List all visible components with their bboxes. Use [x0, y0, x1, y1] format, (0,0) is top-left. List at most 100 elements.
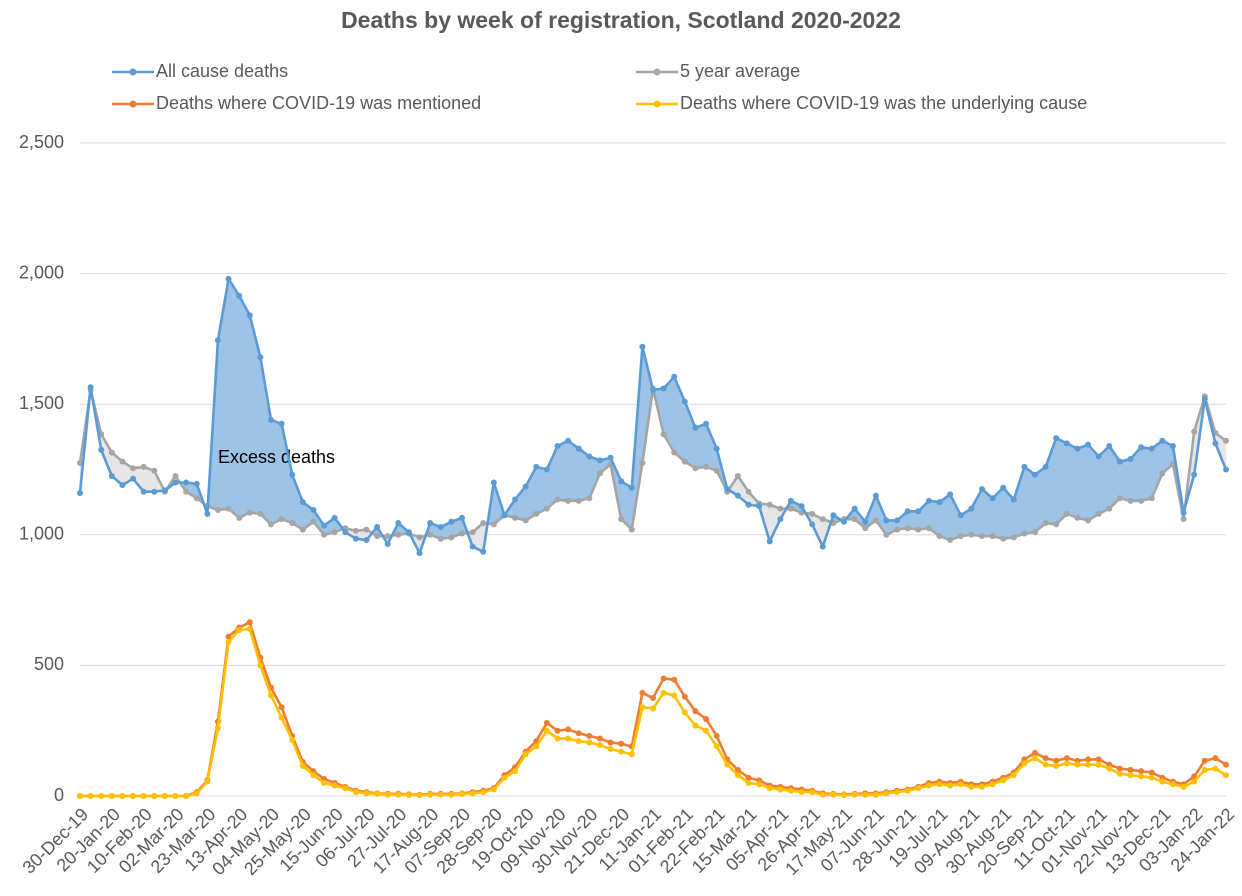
- point: [469, 529, 476, 536]
- point: [724, 486, 731, 493]
- excess-area: [1119, 458, 1131, 502]
- point: [978, 486, 985, 493]
- point: [745, 488, 752, 495]
- point: [543, 505, 550, 512]
- point: [490, 521, 497, 528]
- point: [225, 505, 232, 512]
- y-tick-label: 2,500: [19, 132, 64, 152]
- point: [427, 531, 434, 538]
- point: [278, 516, 285, 523]
- point: [1169, 442, 1176, 449]
- point: [841, 518, 847, 525]
- point: [862, 518, 869, 525]
- point: [1095, 453, 1102, 460]
- legend-marker: [653, 68, 661, 76]
- point: [533, 463, 540, 470]
- y-tick-label: 500: [34, 654, 64, 674]
- point: [172, 479, 179, 486]
- point: [310, 506, 317, 513]
- point: [1042, 761, 1049, 768]
- point: [596, 457, 603, 464]
- point: [257, 510, 264, 517]
- point: [395, 520, 402, 527]
- point: [681, 398, 688, 405]
- point: [246, 619, 253, 626]
- point: [703, 420, 710, 427]
- point: [915, 785, 922, 792]
- point: [947, 782, 954, 789]
- point: [947, 491, 954, 498]
- point: [639, 343, 646, 350]
- point: [586, 495, 593, 502]
- point: [246, 312, 253, 319]
- point: [671, 676, 678, 683]
- point: [1085, 756, 1092, 763]
- point: [734, 473, 741, 480]
- point: [1106, 442, 1113, 449]
- point: [936, 533, 943, 540]
- point: [1021, 760, 1028, 767]
- point: [363, 790, 370, 797]
- point: [618, 740, 625, 747]
- point: [872, 492, 879, 499]
- point: [586, 739, 593, 746]
- point: [894, 789, 901, 796]
- point: [819, 516, 826, 523]
- point: [989, 781, 996, 788]
- annotation: Excess deaths: [218, 447, 335, 467]
- point: [384, 533, 391, 540]
- excess-area: [971, 488, 983, 537]
- point: [161, 487, 168, 494]
- point: [575, 445, 582, 452]
- point: [480, 520, 487, 527]
- point: [628, 526, 635, 533]
- point: [1106, 505, 1113, 512]
- point: [851, 791, 858, 798]
- point: [809, 789, 816, 796]
- point: [894, 517, 901, 524]
- point: [703, 727, 710, 734]
- point: [427, 520, 434, 527]
- point: [1180, 509, 1187, 516]
- point: [745, 501, 752, 508]
- point: [777, 516, 784, 523]
- point: [1074, 445, 1081, 452]
- point: [660, 431, 667, 438]
- point: [756, 781, 763, 788]
- point: [713, 445, 720, 452]
- point: [363, 526, 370, 533]
- point: [352, 789, 359, 796]
- point: [342, 785, 349, 792]
- point: [681, 693, 688, 700]
- point: [384, 540, 391, 547]
- point: [713, 743, 720, 750]
- point: [830, 512, 837, 519]
- point: [872, 791, 879, 798]
- point: [681, 458, 688, 465]
- point: [692, 424, 699, 431]
- point: [130, 465, 137, 472]
- point: [214, 506, 221, 513]
- point: [968, 531, 975, 538]
- point: [1095, 756, 1102, 763]
- excess-area: [1140, 447, 1152, 502]
- point: [703, 463, 710, 470]
- point: [1063, 760, 1070, 767]
- point: [405, 529, 412, 536]
- point: [1116, 458, 1123, 465]
- point: [851, 505, 858, 512]
- point: [1074, 761, 1081, 768]
- point: [639, 689, 646, 696]
- point: [469, 543, 476, 550]
- point: [872, 517, 879, 524]
- point: [331, 782, 338, 789]
- point: [437, 523, 444, 530]
- point: [289, 520, 296, 527]
- point: [108, 449, 115, 456]
- point: [1201, 757, 1208, 764]
- point: [310, 518, 317, 525]
- point: [1138, 773, 1145, 780]
- chart-title: Deaths by week of registration, Scotland…: [341, 7, 901, 33]
- point: [1053, 762, 1060, 769]
